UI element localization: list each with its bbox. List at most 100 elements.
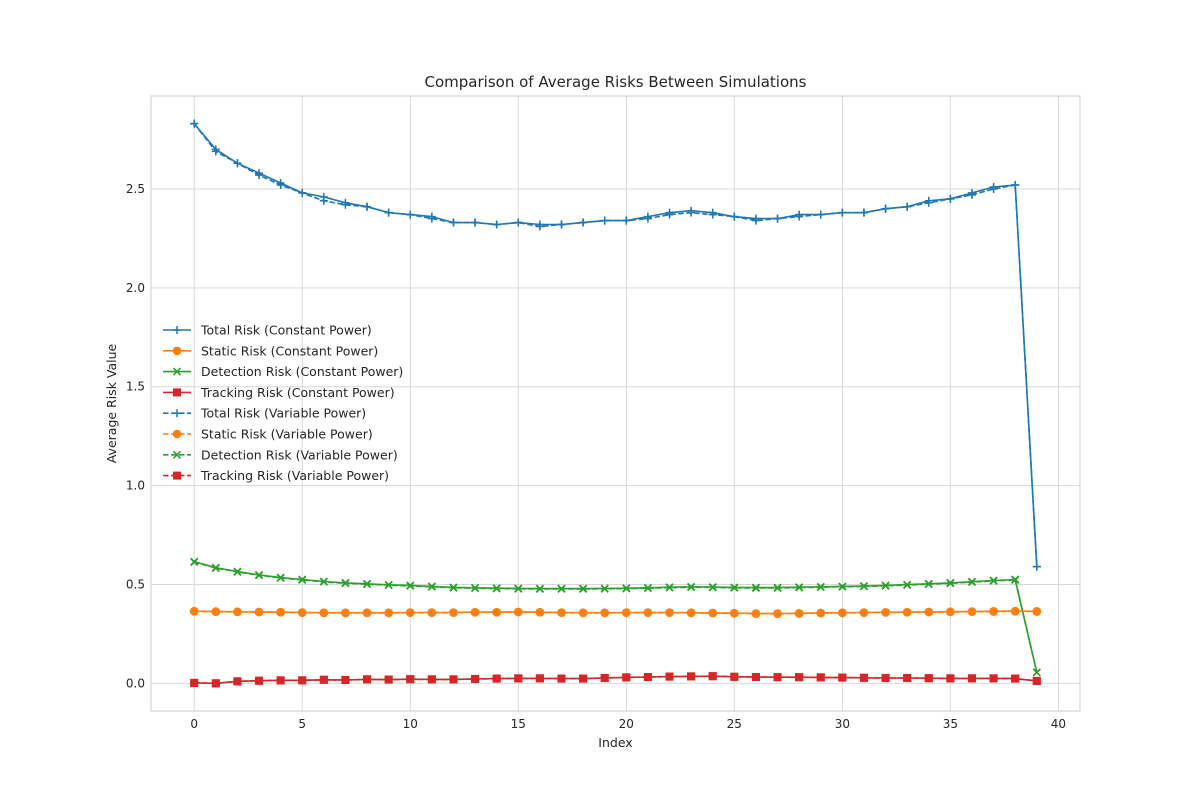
data-point <box>708 583 717 592</box>
data-point <box>687 208 696 217</box>
legend-marker <box>172 429 182 439</box>
data-point <box>708 608 718 618</box>
data-point <box>535 222 544 231</box>
legend-item: Detection Risk (Constant Power) <box>163 364 403 379</box>
data-point <box>341 608 350 618</box>
data-point <box>859 673 868 682</box>
data-point <box>557 220 566 229</box>
data-point <box>795 583 804 592</box>
data-point <box>579 218 588 227</box>
data-point <box>514 674 523 683</box>
data-point <box>406 581 415 590</box>
data-point <box>513 607 523 617</box>
data-point <box>319 675 328 684</box>
data-point <box>276 676 285 685</box>
series-line <box>193 123 1038 567</box>
y-tick-label: 2.5 <box>126 182 145 196</box>
legend-item: Static Risk (Variable Power) <box>163 427 373 442</box>
legend-label: Static Risk (Constant Power) <box>201 343 378 358</box>
legend-item: Tracking Risk (Variable Power) <box>163 468 389 483</box>
x-tick-label: 15 <box>511 717 526 731</box>
data-point <box>686 608 696 618</box>
data-point <box>665 210 674 219</box>
data-point <box>471 218 480 227</box>
data-point <box>471 674 480 683</box>
data-point <box>838 208 847 217</box>
legend-item: Static Risk (Constant Power) <box>163 343 378 358</box>
data-point <box>687 583 696 592</box>
data-point <box>838 673 847 682</box>
data-point <box>816 673 825 682</box>
series-line <box>194 675 1037 685</box>
data-point <box>794 609 804 618</box>
legend-item: Detection Risk (Variable Power) <box>163 447 398 462</box>
data-point <box>211 147 220 156</box>
data-point <box>384 581 393 590</box>
legend-marker <box>173 471 181 480</box>
data-point <box>492 584 501 593</box>
data-point <box>492 608 501 617</box>
data-point <box>967 607 977 617</box>
data-point <box>427 214 436 223</box>
data-point <box>1010 607 1020 616</box>
data-point <box>297 608 307 618</box>
data-point <box>859 582 869 591</box>
data-point <box>773 214 782 223</box>
data-point <box>319 577 328 586</box>
data-point <box>600 673 609 682</box>
x-tick-label: 35 <box>943 717 958 731</box>
data-point <box>579 584 588 594</box>
data-point <box>1011 180 1020 189</box>
data-point <box>255 676 264 685</box>
data-point <box>924 674 933 683</box>
data-point <box>319 196 328 205</box>
tick-labels: 0 5 10 15 20 25 30 35 40 0.0 0.5 1.0 1.5 2.0 2.5 <box>126 182 1066 731</box>
data-point <box>881 608 890 617</box>
y-tick-label: 0.5 <box>126 577 145 591</box>
data-point <box>341 675 350 684</box>
data-point <box>190 119 199 128</box>
data-point <box>190 558 199 567</box>
legend-item: Total Risk (Variable Power) <box>163 406 366 421</box>
legend-label: Total Risk (Variable Power) <box>200 406 366 421</box>
data-point <box>578 608 588 618</box>
data-point <box>643 214 652 223</box>
data-point <box>903 202 912 211</box>
data-point <box>362 608 372 618</box>
data-point <box>730 609 739 618</box>
data-point <box>405 608 415 618</box>
data-point <box>881 204 890 213</box>
data-point <box>643 672 652 681</box>
legend-marker <box>173 388 181 397</box>
data-point <box>557 608 566 618</box>
data-point <box>622 584 631 593</box>
data-point <box>751 583 760 593</box>
data-point <box>514 584 523 593</box>
legend-item: Tracking Risk (Constant Power) <box>163 385 395 400</box>
data-point <box>816 210 825 219</box>
data-point <box>773 673 782 682</box>
data-point <box>233 567 242 577</box>
data-point <box>276 608 285 617</box>
data-point <box>449 675 458 684</box>
data-point <box>211 679 220 688</box>
data-point <box>795 212 804 221</box>
data-point <box>946 194 955 203</box>
data-point <box>384 608 393 618</box>
y-tick-label: 1.5 <box>126 380 145 394</box>
y-tick-label: 2.0 <box>126 281 145 295</box>
data-point <box>233 159 242 168</box>
data-point <box>600 584 609 593</box>
data-point <box>579 674 588 683</box>
data-point <box>859 608 869 618</box>
data-point <box>1032 562 1041 571</box>
y-axis-label: Average Risk Value <box>104 343 119 463</box>
data-point <box>384 208 393 217</box>
data-point <box>881 581 890 590</box>
data-point <box>298 575 307 584</box>
data-point <box>967 190 976 199</box>
data-point <box>989 576 998 585</box>
x-tick-label: 40 <box>1051 717 1066 731</box>
